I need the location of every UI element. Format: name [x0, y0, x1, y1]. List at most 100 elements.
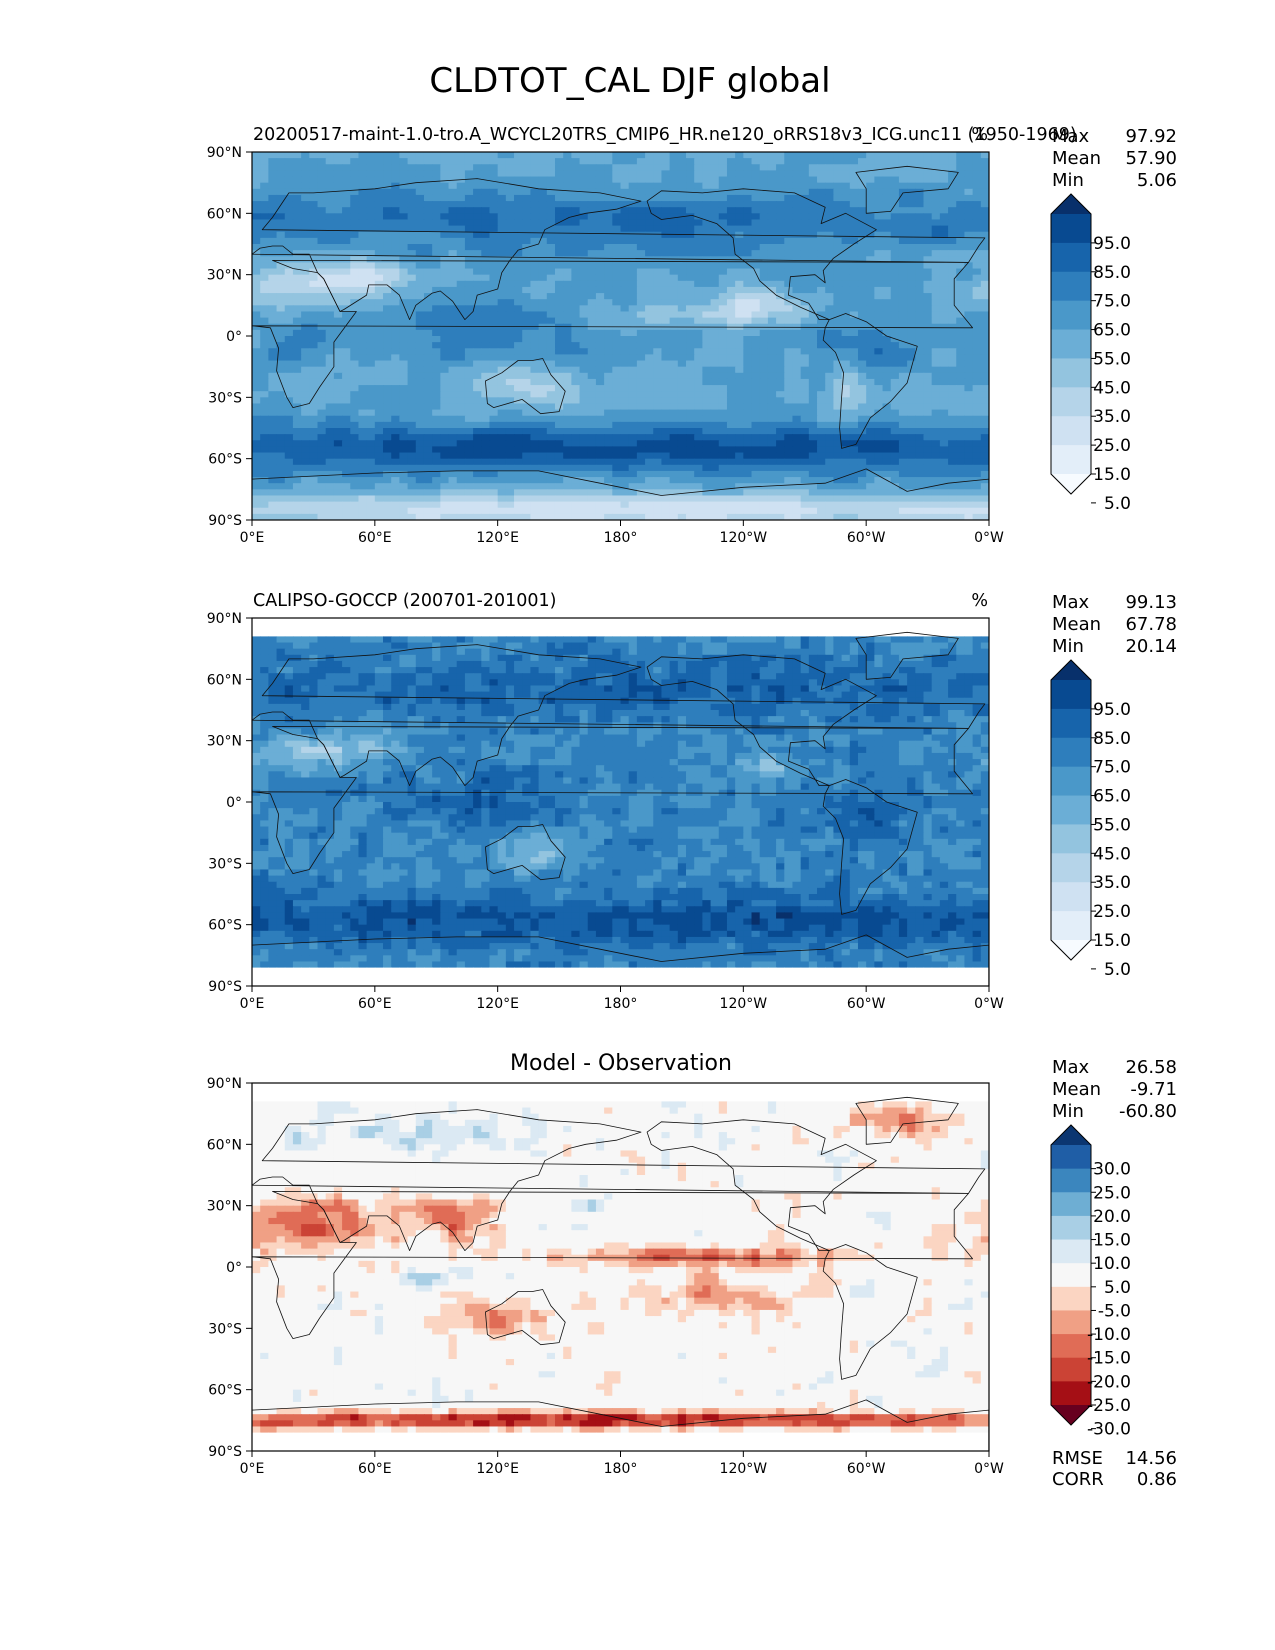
colorbar-tick-label: 35.0 — [1093, 873, 1131, 893]
colorbar: 30.0 25.0 20.0 15.0 10.0 5.0 -5.0 -10.0 -15.0 -20… — [1050, 1124, 1131, 1440]
colorbar-tick-label: 55.0 — [1093, 815, 1131, 835]
colorbar-extend-min — [1051, 940, 1091, 960]
colorbar-segment — [1051, 300, 1091, 330]
colorbar-tick-label: 25.0 — [1093, 902, 1131, 922]
stat-value: 97.92 — [1125, 126, 1177, 147]
lon-tick-label: 180° — [604, 1461, 638, 1477]
colorbar-segment — [1051, 795, 1091, 825]
stat-value: 5.06 — [1137, 170, 1177, 191]
lon-axis: 0°E 60°E 120°E 180° 120°W 60°W 0°W — [240, 1451, 1004, 1477]
colorbar-segment — [1051, 853, 1091, 883]
lon-tick-label: 0°W — [974, 996, 1004, 1012]
stat-value: 57.90 — [1125, 148, 1177, 169]
lon-tick-label: 0°E — [240, 530, 265, 546]
colorbar-segment — [1051, 1263, 1091, 1288]
lon-axis: 0°E 60°E 120°E 180° 120°W 60°W 0°W — [240, 986, 1004, 1012]
colorbar-tick-label: 15.0 — [1093, 931, 1131, 951]
lat-tick-label: 60°N — [207, 672, 242, 688]
colorbar-segment — [1051, 882, 1091, 912]
panel-ref: CALIPSO-GOCCP (200701-201001) % 90°N 60°N… — [207, 591, 1177, 1012]
colorbar-tick-label: 95.0 — [1093, 700, 1131, 720]
colorbar-segment — [1051, 1168, 1091, 1193]
colorbar-tick-label: 15.0 — [1093, 1231, 1131, 1251]
colorbar-tick-label: -5.0 — [1098, 1301, 1131, 1321]
colorbar-segment — [1051, 1192, 1091, 1217]
colorbar-extend-min — [1051, 474, 1091, 494]
stats-block: Max 97.92 Mean 57.90 Min 5.06 — [1052, 126, 1177, 191]
colorbar-segment — [1051, 214, 1091, 244]
lat-tick-label: 30°S — [208, 856, 242, 872]
colorbar-segment — [1051, 416, 1091, 446]
lat-tick-label: 30°S — [208, 1321, 242, 1337]
colorbar-tick-label: 20.0 — [1093, 1207, 1131, 1227]
map-field — [252, 1083, 989, 1451]
lon-axis: 0°E 60°E 120°E 180° 120°W 60°W 0°W — [240, 520, 1004, 546]
colorbar-extend-max — [1051, 660, 1091, 680]
colorbar-segment — [1051, 358, 1091, 388]
colorbar-segment — [1051, 911, 1091, 941]
map-field — [252, 152, 989, 520]
stat-label: Mean — [1052, 1079, 1101, 1100]
colorbar: 95.0 85.0 75.0 65.0 55.0 45.0 35.0 25.0 15.0 5.0 — [1050, 659, 1131, 980]
colorbar-segment — [1051, 824, 1091, 854]
lat-tick-label: 90°N — [207, 1076, 242, 1092]
colorbar-segment — [1051, 1381, 1091, 1406]
colorbar-tick-label: -25.0 — [1087, 1396, 1131, 1416]
colorbar-segment — [1051, 1334, 1091, 1359]
colorbar-segment — [1051, 1145, 1091, 1170]
colorbar-segment — [1051, 766, 1091, 796]
colorbar-segment — [1051, 271, 1091, 302]
lat-tick-label: 90°S — [208, 979, 242, 995]
colorbar-tick-label: 15.0 — [1093, 465, 1131, 485]
colorbar-tick-label: 35.0 — [1093, 407, 1131, 427]
colorbar-segment — [1051, 1239, 1091, 1264]
colorbar-tick-label: 45.0 — [1093, 844, 1131, 864]
lat-tick-label: 90°N — [207, 145, 242, 161]
stat-label: Max — [1052, 1057, 1090, 1078]
stat-label: Max — [1052, 592, 1090, 613]
lat-tick-label: 60°S — [208, 1383, 242, 1399]
panel-units: % — [971, 591, 988, 611]
stat-label: Mean — [1052, 614, 1101, 635]
lat-tick-label: 30°S — [208, 390, 242, 406]
colorbar-extend-min — [1051, 1405, 1091, 1425]
colorbar-extend-max — [1051, 194, 1091, 214]
stats-block: Max 99.13 Mean 67.78 Min 20.14 — [1052, 592, 1177, 657]
colorbar-tick-label: -15.0 — [1087, 1349, 1131, 1369]
stats-block: Max 26.58 Mean -9.71 Min -60.80 — [1052, 1057, 1177, 1122]
lon-tick-label: 120°W — [720, 996, 768, 1012]
lat-tick-label: 0° — [226, 1260, 242, 1276]
lat-axis: 90°N 60°N 30°N 0° 30°S 60°S 90°S — [207, 145, 252, 529]
colorbar-segment — [1051, 708, 1091, 739]
colorbar-tick-label: 55.0 — [1093, 349, 1131, 369]
colorbar-segment — [1051, 445, 1091, 475]
lon-tick-label: 0°W — [974, 1461, 1004, 1477]
lon-tick-label: 180° — [604, 996, 638, 1012]
stat-value: 26.58 — [1125, 1057, 1177, 1078]
colorbar-tick-label: 5.0 — [1104, 960, 1131, 980]
colorbar-segment — [1051, 1310, 1091, 1335]
lat-tick-label: 60°S — [208, 918, 242, 934]
colorbar-tick-label: 65.0 — [1093, 321, 1131, 341]
colorbar-tick-label: 95.0 — [1093, 234, 1131, 254]
colorbar-tick-label: 45.0 — [1093, 378, 1131, 398]
colorbar-segment — [1051, 387, 1091, 417]
lon-tick-label: 60°E — [358, 530, 392, 546]
colorbar-tick-label: -30.0 — [1087, 1420, 1131, 1440]
stat-value: 14.56 — [1125, 1448, 1177, 1469]
lon-tick-label: 120°E — [476, 530, 519, 546]
lat-tick-label: 60°N — [207, 1137, 242, 1153]
stat-value: 0.86 — [1137, 1469, 1177, 1490]
lon-tick-label: 120°E — [476, 996, 519, 1012]
colorbar-tick-label: 85.0 — [1093, 263, 1131, 283]
lon-tick-label: 180° — [604, 530, 638, 546]
lat-axis: 90°N 60°N 30°N 0° 30°S 60°S 90°S — [207, 611, 252, 995]
panel-test: 20200517-maint-1.0-tro.A_WCYCL20TRS_CMIP… — [207, 125, 1177, 546]
lon-tick-label: 120°E — [476, 1461, 519, 1477]
colorbar-tick-label: 75.0 — [1093, 758, 1131, 778]
colorbar-tick-label: 25.0 — [1093, 436, 1131, 456]
panel-title-left: 20200517-maint-1.0-tro.A_WCYCL20TRS_CMIP… — [253, 125, 1077, 145]
stat-label: Mean — [1052, 148, 1101, 169]
colorbar-segment — [1051, 242, 1091, 273]
stat-value: -60.80 — [1119, 1101, 1177, 1122]
